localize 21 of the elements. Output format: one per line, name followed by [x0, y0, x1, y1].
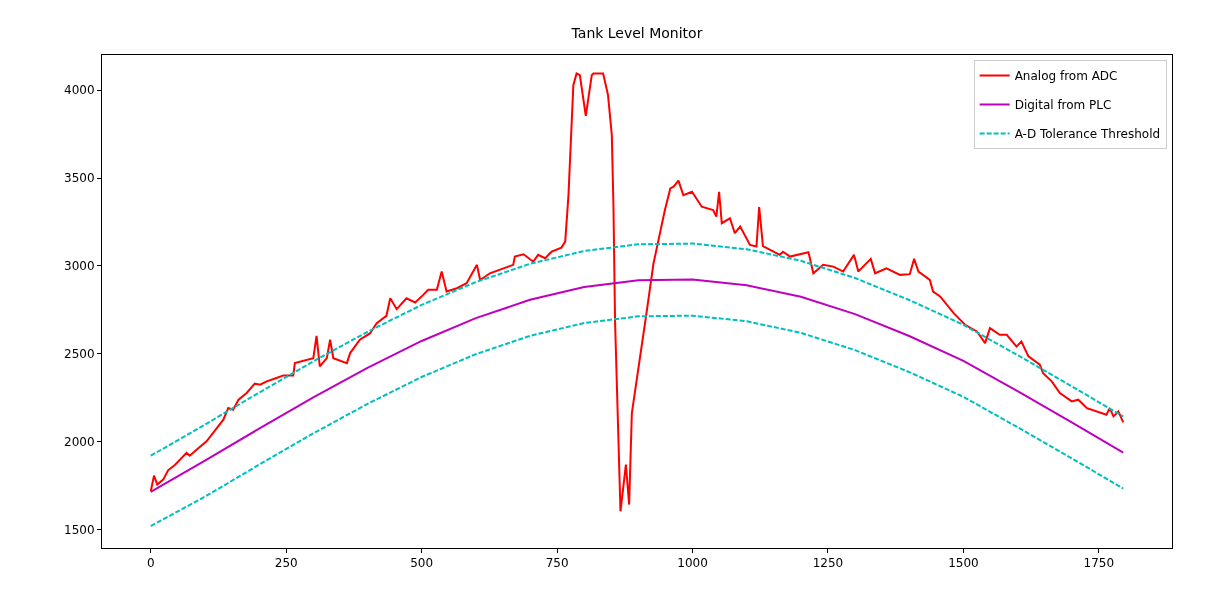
- x-tick-label: 1250: [812, 556, 844, 571]
- x-tick-label: 250: [274, 556, 298, 571]
- line-series: [149, 242, 1125, 457]
- y-tick-label: 1500: [64, 522, 95, 537]
- y-tick-label: 4000: [64, 83, 95, 98]
- x-tick-label: 1500: [948, 556, 979, 571]
- x-tick-label: 1000: [677, 556, 708, 571]
- line-series: [149, 278, 1125, 493]
- y-tick-label: 3500: [64, 171, 95, 186]
- legend-label: Digital from PLC: [1014, 98, 1112, 113]
- line-series: [149, 314, 1125, 528]
- x-tick-label: 1750: [1083, 556, 1115, 571]
- chart-title: Tank Level Monitor: [570, 24, 703, 41]
- y-tick-label: 3000: [64, 259, 95, 274]
- y-tick-label: 2000: [64, 434, 95, 449]
- legend-label: Analog from ADC: [1014, 69, 1118, 84]
- x-tick-label: 500: [410, 556, 434, 571]
- x-tick-label: 0: [146, 556, 155, 571]
- y-tick-label: 2500: [64, 346, 95, 361]
- x-tick-label: 750: [545, 556, 569, 571]
- legend-label: A-D Tolerance Threshold: [1014, 127, 1161, 142]
